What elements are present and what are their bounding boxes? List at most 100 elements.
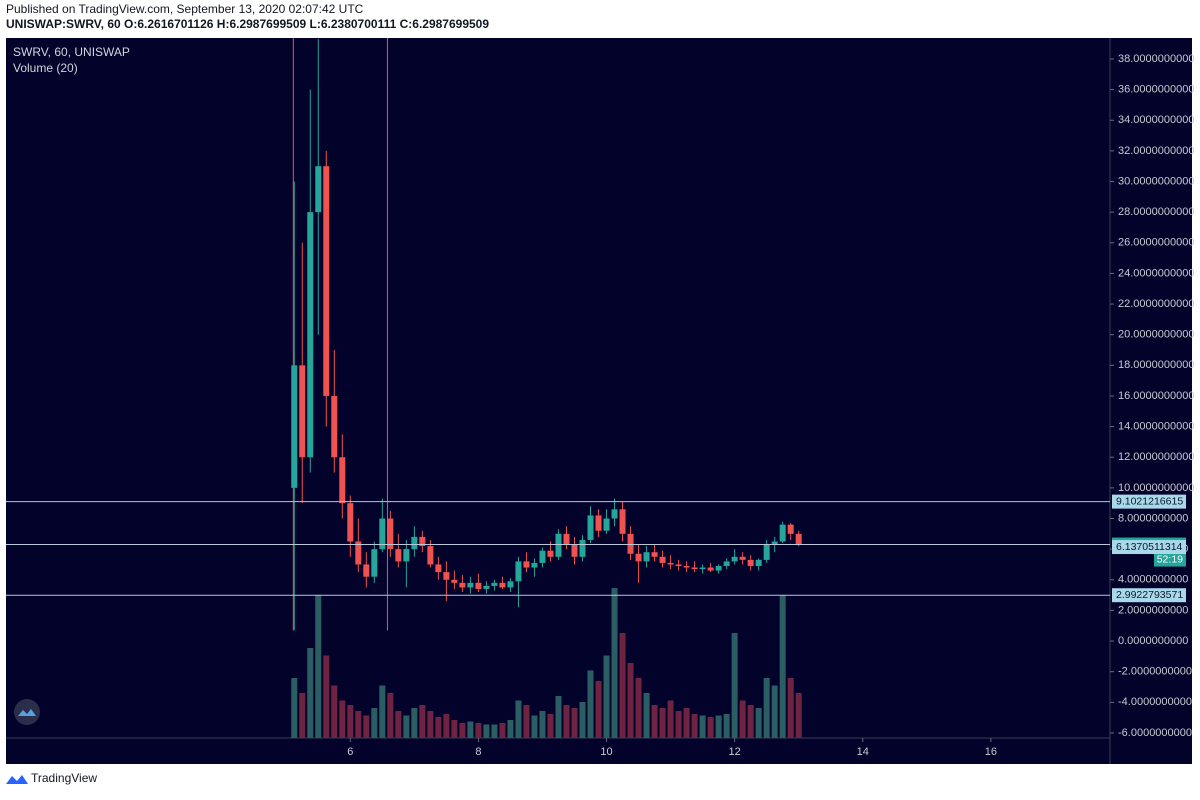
price-label-box xyxy=(1112,540,1186,555)
volume-bar xyxy=(459,723,466,738)
y-tick-label: -4.0000000000 xyxy=(1118,696,1192,708)
y-tick-label: 8.0000000000 xyxy=(1118,512,1188,524)
candle-body xyxy=(315,166,322,213)
y-tick-label: 10.0000000000 xyxy=(1118,482,1194,494)
candle-body xyxy=(347,503,354,542)
volume-bar xyxy=(603,655,610,738)
candle-body xyxy=(635,553,642,562)
volume-bar xyxy=(691,714,698,738)
volume-bar xyxy=(715,715,722,738)
price-label-box xyxy=(1112,494,1186,509)
volume-bar xyxy=(683,708,690,738)
volume-bar xyxy=(779,595,786,738)
ohlc-header: UNISWAP:SWRV, 60 O:6.2616701126 H:6.2987… xyxy=(6,17,489,31)
candle-body xyxy=(499,582,506,588)
candle-body xyxy=(787,524,794,534)
volume-bar xyxy=(595,681,602,738)
candle-body xyxy=(459,582,466,588)
candle-body xyxy=(491,582,498,586)
volume-bar xyxy=(523,705,530,738)
volume-bar xyxy=(371,708,378,738)
candle-body xyxy=(507,581,514,588)
volume-bar xyxy=(475,723,482,738)
price-label-box xyxy=(1112,588,1186,603)
volume-bar xyxy=(707,717,714,738)
y-tick-label: 32.0000000000 xyxy=(1118,145,1194,157)
candle-body xyxy=(443,572,450,580)
y-tick-label: 4.0000000000 xyxy=(1118,574,1188,586)
y-tick-label: 14.0000000000 xyxy=(1118,421,1194,433)
y-tick-label: -6.0000000000 xyxy=(1118,727,1192,739)
candle-body xyxy=(659,556,666,563)
candle-body xyxy=(579,539,586,557)
plot-layer: -6.0000000000 -4.0000000000 -2.0000000000 0… xyxy=(6,38,1194,758)
volume-bar xyxy=(515,700,522,738)
y-tick-label: 12.0000000000 xyxy=(1118,451,1194,463)
candle-body xyxy=(307,212,314,458)
candle-body xyxy=(627,533,634,554)
x-tick-label: 8 xyxy=(475,746,481,758)
volume-bar xyxy=(651,705,658,738)
symbol-legend: SWRV, 60, UNISWAP xyxy=(13,45,130,59)
volume-bar xyxy=(699,715,706,738)
volume-bar xyxy=(571,708,578,738)
candle-body xyxy=(523,561,530,568)
volume-bar xyxy=(739,700,746,738)
y-tick-label: 26.0000000000 xyxy=(1118,237,1194,249)
candle-body xyxy=(355,541,362,565)
candle-body xyxy=(651,552,658,557)
x-tick-label: 12 xyxy=(729,746,741,758)
candle-body xyxy=(451,579,458,583)
candle-body xyxy=(763,544,770,560)
volume-bar xyxy=(483,724,490,738)
candle-body xyxy=(555,533,562,557)
volume-bar xyxy=(787,678,794,738)
candle-body xyxy=(707,567,714,571)
candle-body xyxy=(667,562,674,565)
candle-body xyxy=(363,564,370,577)
candle-body xyxy=(395,549,402,562)
volume-bar xyxy=(795,693,802,738)
volume-bar xyxy=(667,700,674,738)
candle-body xyxy=(483,585,490,589)
volume-bar xyxy=(387,693,394,738)
x-tick-label: 14 xyxy=(857,746,869,758)
logo-badge xyxy=(14,699,40,725)
volume-bar xyxy=(451,720,458,738)
candle-body xyxy=(467,582,474,588)
y-tick-label: 18.0000000000 xyxy=(1118,359,1194,371)
volume-bar xyxy=(531,715,538,738)
published-text: Published on TradingView.com, September … xyxy=(6,2,364,16)
volume-bar xyxy=(635,678,642,738)
candle-body xyxy=(323,166,330,396)
y-tick-label: -2.0000000000 xyxy=(1118,666,1192,678)
volume-bar xyxy=(331,685,338,738)
volume-bar xyxy=(675,711,682,738)
y-tick-label: 38.0000000000 xyxy=(1118,53,1194,65)
candle-body xyxy=(643,552,650,562)
volume-bar xyxy=(627,663,634,738)
logo-icon xyxy=(18,709,36,716)
y-tick-label: 34.0000000000 xyxy=(1118,114,1194,126)
candle-body xyxy=(795,533,802,545)
volume-bar xyxy=(539,711,546,738)
volume-bar xyxy=(299,693,306,738)
volume-bar xyxy=(419,705,426,738)
volume-bar xyxy=(755,708,762,738)
volume-bar xyxy=(579,702,586,738)
y-tick-label: 2.0000000000 xyxy=(1118,604,1188,616)
x-tick-label: 16 xyxy=(985,746,997,758)
countdown-box xyxy=(1154,552,1186,567)
volume-bar xyxy=(499,723,506,738)
countdown: 52:19 xyxy=(1157,553,1183,565)
candle-body xyxy=(779,524,786,542)
candle-body xyxy=(427,546,434,565)
volume-bar xyxy=(355,711,362,738)
candle-body xyxy=(515,561,522,582)
y-tick-label: 24.0000000000 xyxy=(1118,267,1194,279)
candle-body xyxy=(611,509,618,519)
volume-bar xyxy=(747,705,754,738)
candle-body xyxy=(603,518,610,531)
candle-body xyxy=(571,544,578,557)
candle-body xyxy=(435,564,442,573)
